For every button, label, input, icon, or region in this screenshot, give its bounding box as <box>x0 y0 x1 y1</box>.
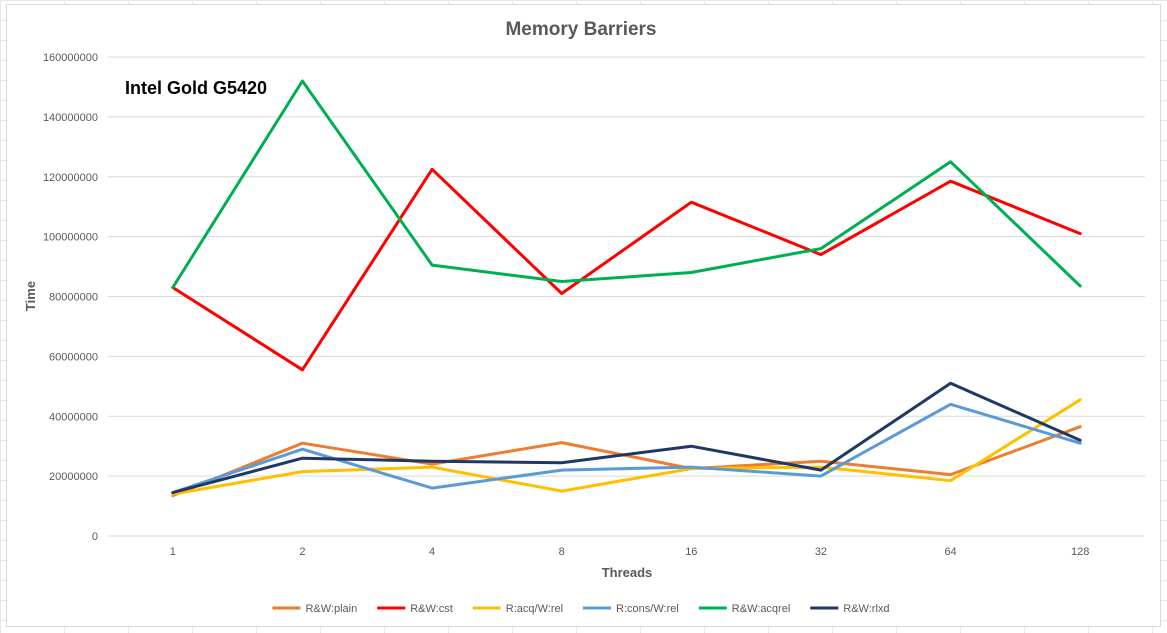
legend-label: R&W:plain <box>305 603 357 615</box>
legend-label: R&W:acqrel <box>732 603 790 615</box>
legend-item[interactable]: R&W:acqrel <box>698 603 790 615</box>
y-tick-label: 60000000 <box>49 351 98 363</box>
chart-title: Memory Barriers <box>505 19 656 40</box>
legend-label: R:acq/W:rel <box>506 603 563 615</box>
series-line[interactable] <box>171 79 1082 289</box>
series-line[interactable] <box>171 402 1082 495</box>
series-line[interactable] <box>171 425 1082 498</box>
y-tick-label: 100000000 <box>43 232 98 244</box>
series-1 <box>171 425 1082 498</box>
y-axis-tick-labels: 0 20000000 40000000 60000000 80000000 1000000… <box>43 52 98 543</box>
y-tick-label: 140000000 <box>43 112 98 124</box>
legend-label: R&W:cst <box>410 603 453 615</box>
x-tick-label: 1 <box>170 546 176 558</box>
x-axis-title: Threads <box>602 565 653 580</box>
x-axis-tick-labels: 1 2 4 8 16 32 64 128 <box>170 546 1090 558</box>
series-2 <box>171 167 1082 372</box>
x-tick-label: 128 <box>1071 546 1089 558</box>
gridlines <box>108 56 1145 537</box>
series-lines <box>171 79 1082 498</box>
series-5 <box>171 79 1082 289</box>
series-line[interactable] <box>171 381 1082 495</box>
x-tick-label: 32 <box>815 546 827 558</box>
legend-item[interactable]: R:acq/W:rel <box>472 603 563 615</box>
series-3 <box>171 398 1082 496</box>
series-line[interactable] <box>171 167 1082 372</box>
y-tick-label: 20000000 <box>49 471 98 483</box>
y-tick-label: 80000000 <box>49 292 98 304</box>
series-line[interactable] <box>171 398 1082 496</box>
y-tick-label: 160000000 <box>43 52 98 64</box>
legend-item[interactable]: R&W:cst <box>377 603 453 615</box>
x-tick-label: 16 <box>685 546 697 558</box>
y-tick-label: 40000000 <box>49 411 98 423</box>
y-tick-label: 0 <box>92 531 98 543</box>
y-tick-label: 120000000 <box>43 172 98 184</box>
x-tick-label: 4 <box>429 546 435 558</box>
x-tick-label: 8 <box>559 546 565 558</box>
chart-annotation: Intel Gold G5420 <box>125 78 267 98</box>
x-tick-label: 2 <box>299 546 305 558</box>
x-tick-label: 64 <box>944 546 956 558</box>
legend-item[interactable]: R&W:rlxd <box>810 603 890 615</box>
series-6 <box>171 381 1082 495</box>
legend-label: R&W:rlxd <box>843 603 889 615</box>
series-4 <box>171 402 1082 495</box>
y-axis-title: Time <box>23 281 38 311</box>
chart-area[interactable] <box>6 4 1161 627</box>
legend-label: R:cons/W:rel <box>616 603 679 615</box>
legend-item[interactable]: R:cons/W:rel <box>583 603 679 615</box>
legend: R&W:plain R&W:cst R:acq/W:rel R:cons/W:rel R… <box>272 603 890 615</box>
legend-item[interactable]: R&W:plain <box>272 603 357 615</box>
